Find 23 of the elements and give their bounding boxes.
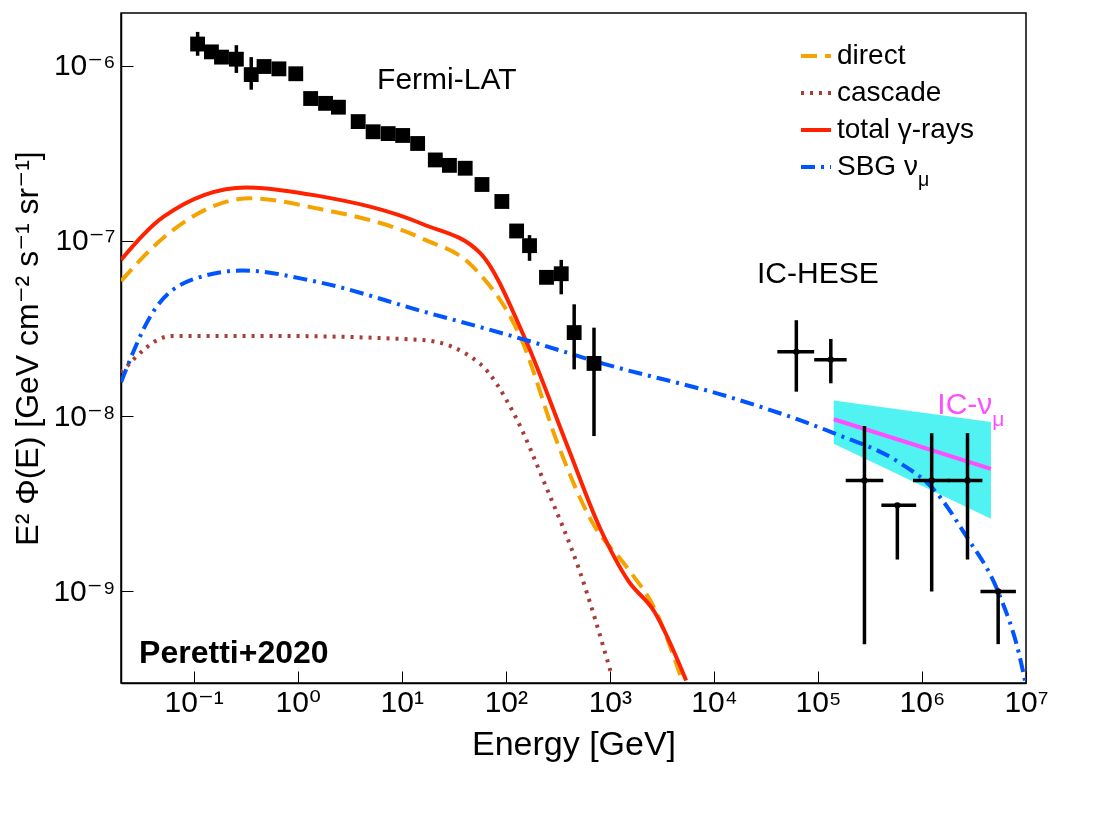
y-tick-label: 10⁻⁷ bbox=[55, 223, 116, 257]
x-tick-label: 10⁶ bbox=[899, 684, 946, 718]
x-tick-label: 10¹ bbox=[380, 684, 424, 718]
series-label: IC-ν$_{μ}$ bbox=[937, 386, 1005, 430]
x-tick-label: 10⁰ bbox=[275, 684, 321, 718]
x-tick-label: 10³ bbox=[588, 684, 633, 718]
legend-label: SBG ν$_{μ}$ bbox=[837, 150, 930, 190]
x-tick-label: 10⁵ bbox=[795, 684, 842, 718]
x-tick-label: 10² bbox=[484, 684, 529, 718]
legend-label: direct bbox=[837, 39, 906, 70]
x-tick-label: 10⁴ bbox=[691, 684, 738, 718]
x-tick-label: 10⁷ bbox=[1004, 684, 1049, 718]
annotation: Fermi-LAT bbox=[377, 62, 517, 95]
x-axis-title: Energy [GeV] bbox=[471, 723, 677, 762]
y-tick-label: 10⁻⁹ bbox=[53, 573, 116, 607]
legend-label: total γ-rays bbox=[837, 113, 974, 144]
legend-label: cascade bbox=[837, 76, 942, 107]
y-tick-label: 10⁻⁶ bbox=[53, 48, 116, 82]
annotation: IC-HESE bbox=[757, 256, 879, 290]
annotation: Peretti+2020 bbox=[139, 633, 329, 670]
x-tick-label: 10⁻¹ bbox=[164, 684, 224, 718]
y-axis-title: E² Φ(E) [GeV cm⁻² s⁻¹ sr⁻¹] bbox=[9, 151, 46, 546]
y-tick-label: 10⁻⁸ bbox=[53, 398, 116, 432]
